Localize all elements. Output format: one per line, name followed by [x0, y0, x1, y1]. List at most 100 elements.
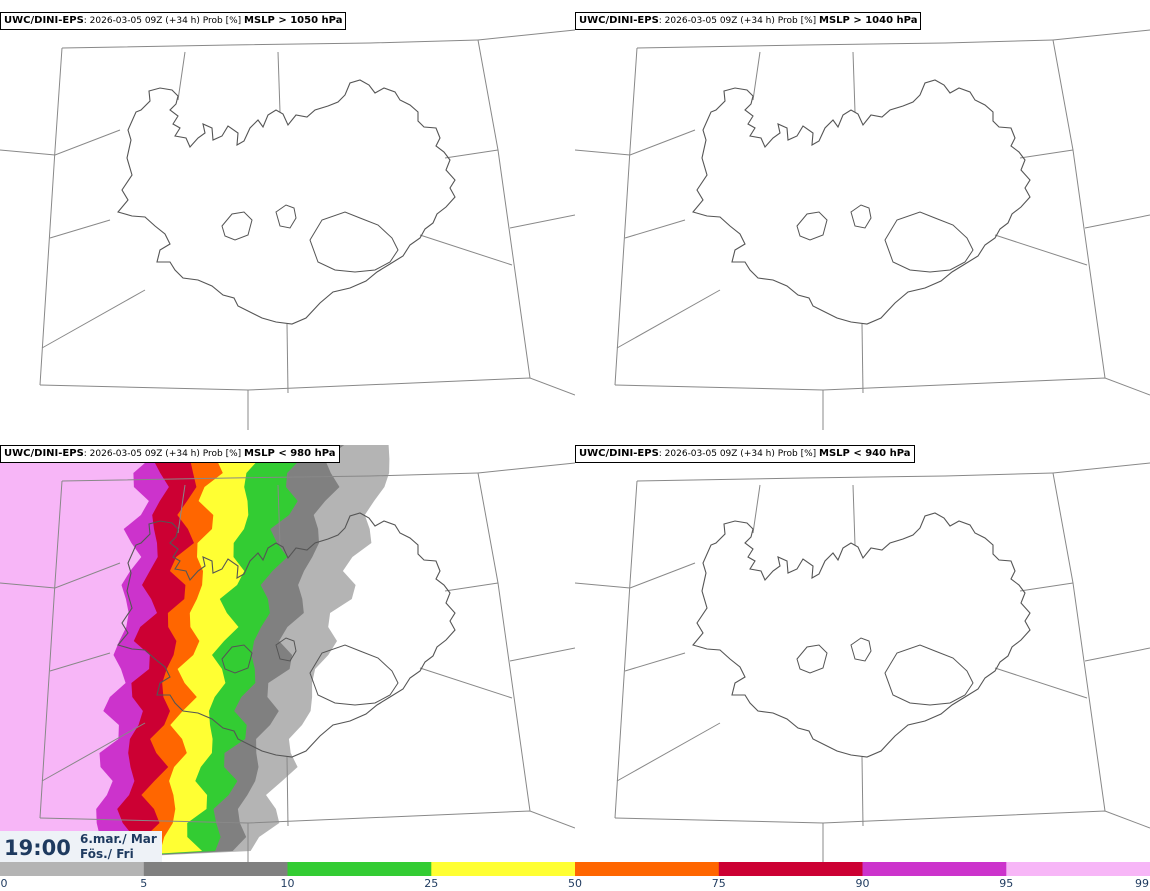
- glacier-outline: [796, 644, 828, 674]
- map-grid-line: [39, 377, 575, 396]
- map-canvas: [0, 29, 575, 430]
- glacier-outline: [309, 644, 399, 706]
- map-grid-line: [177, 51, 186, 101]
- map-grid-line: [419, 667, 513, 699]
- probability-colorbar: [0, 862, 1150, 876]
- map-grid-line: [624, 219, 686, 239]
- colorbar-segment: [1006, 862, 1150, 876]
- colorbar-tick-label: 99: [1135, 877, 1149, 890]
- colorbar-segment: [287, 862, 432, 876]
- glacier-outline: [221, 211, 253, 241]
- colorbar-tick-label: 25: [424, 877, 439, 890]
- map-grid-line: [1019, 582, 1074, 592]
- map-panel-mslp-lt-980: UWC/DINI-EPS: 2026-03-05 09Z (+34 h) Pro…: [0, 433, 575, 863]
- map-grid-line: [616, 722, 721, 782]
- colorbar-tick-label: 75: [711, 877, 726, 890]
- map-canvas: [575, 462, 1150, 863]
- map-grid-line: [39, 480, 63, 819]
- glacier-outline: [309, 211, 399, 273]
- coastline: [117, 79, 456, 325]
- map-grid-line: [1019, 149, 1074, 159]
- coastline: [692, 512, 1031, 758]
- coastline: [117, 512, 456, 758]
- map-canvas: [575, 29, 1150, 430]
- map-grid-line: [177, 484, 186, 534]
- map-grid-line: [49, 219, 111, 239]
- glacier-outline: [275, 637, 297, 662]
- map-grid-line: [575, 129, 696, 156]
- map-grid-line: [477, 472, 531, 812]
- map-panel-mslp-gt-1040: UWC/DINI-EPS: 2026-03-05 09Z (+34 h) Pro…: [575, 0, 1150, 430]
- map-grid-line: [1052, 39, 1106, 379]
- colorbar-tick-label: 10: [280, 877, 295, 890]
- coastline: [692, 79, 1031, 325]
- glacier-outline: [275, 204, 297, 229]
- map-grid-line: [0, 129, 121, 156]
- map-grid-line: [286, 323, 289, 394]
- panel-title: UWC/DINI-EPS: 2026-03-05 09Z (+34 h) Pro…: [575, 12, 922, 30]
- colorbar-segment: [431, 862, 576, 876]
- colorbar-tick-label: 95: [999, 877, 1014, 890]
- map-grid-line: [477, 39, 531, 379]
- map-grid-line: [1084, 214, 1150, 229]
- map-grid-line: [477, 462, 575, 474]
- map-grid-line: [61, 39, 479, 49]
- map-grid-line: [852, 51, 856, 113]
- valid-date: 6.mar./ Mar Fös./ Fri: [80, 832, 157, 862]
- map-grid-line: [277, 51, 281, 113]
- glacier-outline: [796, 211, 828, 241]
- valid-date-weekday: Fös./ Fri: [80, 847, 134, 861]
- colorbar-segment: [575, 862, 720, 876]
- map-grid-line: [616, 289, 721, 349]
- glacier-outline: [850, 637, 872, 662]
- map-grid-line: [636, 472, 1054, 482]
- map-grid-line: [752, 51, 761, 101]
- map-grid-line: [39, 47, 63, 386]
- map-grid-line: [419, 234, 513, 266]
- map-grid-line: [509, 214, 575, 229]
- colorbar-segment: [718, 862, 864, 876]
- map-grid-line: [614, 47, 638, 386]
- panel-title: UWC/DINI-EPS: 2026-03-05 09Z (+34 h) Pro…: [0, 12, 347, 30]
- map-grid-line: [852, 484, 856, 546]
- map-grid-line: [614, 377, 1150, 396]
- map-grid-line: [49, 652, 111, 672]
- colorbar-segment: [862, 862, 1007, 876]
- map-grid-line: [61, 472, 479, 482]
- map-grid-line: [614, 480, 638, 819]
- colorbar-tick-label: 90: [855, 877, 870, 890]
- map-grid-line: [277, 484, 281, 546]
- map-grid-line: [444, 582, 499, 592]
- map-panel-mslp-gt-1050: UWC/DINI-EPS: 2026-03-05 09Z (+34 h) Pro…: [0, 0, 575, 430]
- map-grid-line: [994, 234, 1088, 266]
- map-grid-line: [1052, 29, 1150, 41]
- map-grid-line: [286, 756, 289, 827]
- map-grid-line: [636, 39, 1054, 49]
- map-panel-mslp-lt-940: UWC/DINI-EPS: 2026-03-05 09Z (+34 h) Pro…: [575, 433, 1150, 863]
- map-grid-line: [994, 667, 1088, 699]
- map-grid-line: [861, 756, 864, 827]
- map-grid-line: [39, 810, 575, 829]
- panel-title: UWC/DINI-EPS: 2026-03-05 09Z (+34 h) Pro…: [0, 445, 340, 463]
- valid-time-box: 19:00 6.mar./ Mar Fös./ Fri: [0, 831, 162, 862]
- probability-band: [0, 445, 120, 863]
- map-grid-line: [0, 562, 121, 589]
- glacier-outline: [850, 204, 872, 229]
- map-grid-line: [614, 810, 1150, 829]
- glacier-outline: [221, 644, 253, 674]
- valid-time: 19:00: [4, 836, 71, 860]
- colorbar-tick-label: 0: [0, 877, 8, 890]
- map-grid-line: [41, 289, 146, 349]
- map-grid-line: [509, 647, 575, 662]
- colorbar-segment: [0, 862, 145, 876]
- map-grid-line: [752, 484, 761, 534]
- glacier-outline: [884, 211, 974, 273]
- map-grid-line: [41, 722, 146, 782]
- map-grid-line: [575, 562, 696, 589]
- panel-title: UWC/DINI-EPS: 2026-03-05 09Z (+34 h) Pro…: [575, 445, 915, 463]
- glacier-outline: [884, 644, 974, 706]
- map-grid-line: [444, 149, 499, 159]
- map-grid-line: [624, 652, 686, 672]
- colorbar-tick-label: 50: [568, 877, 582, 890]
- colorbar-tick-label: 5: [140, 877, 148, 890]
